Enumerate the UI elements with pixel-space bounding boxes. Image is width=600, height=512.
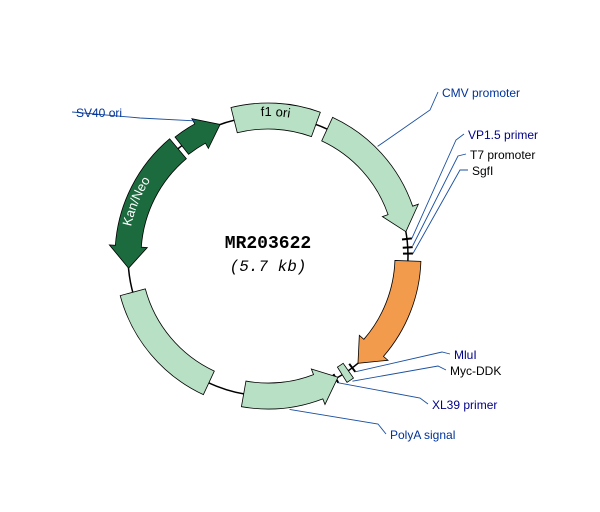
label-cmv: CMV promoter — [442, 86, 520, 100]
label-polya: PolyA signal — [390, 428, 455, 442]
plasmid-size: (5.7 kb) — [218, 258, 318, 276]
label-sgfi: SgfI — [472, 164, 493, 178]
feature-kanneo — [109, 139, 186, 268]
plasmid-map: Elovl3Col E1Kan/Neof1 ori — [0, 0, 600, 512]
feature-elovl3 — [358, 260, 421, 363]
feature-f1ori — [231, 103, 320, 137]
feature-cole1 — [120, 289, 214, 395]
feature-mlui — [349, 364, 355, 372]
label-xl39: XL39 primer — [432, 398, 497, 412]
label-mycddk: Myc-DDK — [450, 364, 501, 378]
plasmid-name: MR203622 — [218, 234, 318, 254]
feature-t7 — [403, 247, 413, 248]
feature-polya — [241, 369, 338, 409]
feature-sv40 — [175, 119, 220, 155]
label-vp15: VP1.5 primer — [468, 128, 538, 142]
feature-vp15 — [402, 238, 412, 239]
label-mlui: MluI — [454, 348, 477, 362]
label-sv40: SV40 ori — [76, 106, 122, 120]
label-t7: T7 promoter — [470, 148, 535, 162]
feature-cmv — [322, 117, 419, 231]
